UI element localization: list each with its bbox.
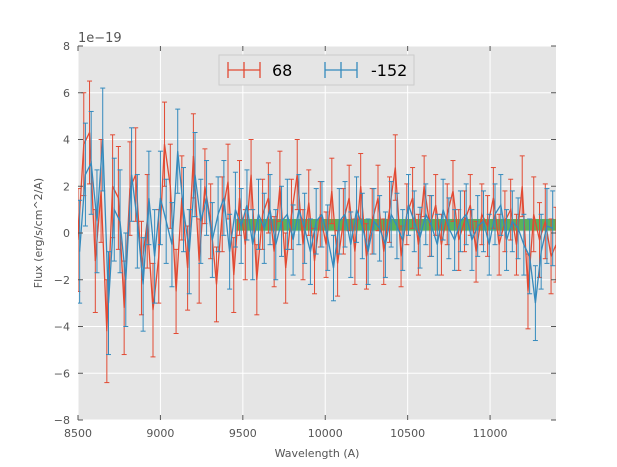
x-tick-label: 11000: [473, 427, 508, 440]
y-tick-label: 6: [63, 87, 70, 100]
x-tick-label: 9500: [229, 427, 257, 440]
y-tick-label: −4: [54, 321, 70, 334]
y-tick-label: −8: [54, 414, 70, 427]
legend-label-series-1: 68: [272, 61, 292, 80]
x-tick-label: 8500: [64, 427, 92, 440]
series-2: [78, 87, 556, 356]
x-axis-label: Wavelength (A): [275, 447, 360, 460]
y-tick-label: −6: [54, 367, 70, 380]
y-tick-label: 0: [63, 227, 70, 240]
x-tick-label: 10000: [308, 427, 343, 440]
series-line: [78, 132, 556, 332]
legend-key-series-2: [324, 62, 358, 78]
y-offset-label: 1e−19: [78, 31, 122, 46]
legend-key-series-1: [227, 62, 261, 78]
x-tick-label: 9000: [146, 427, 174, 440]
y-axis-label: Flux (erg/s/cm^2/A): [32, 178, 45, 288]
x-tick-label: 10500: [390, 427, 425, 440]
legend-label-series-2: -152: [371, 61, 407, 80]
ticks: [77, 45, 556, 421]
y-tick-label: 2: [63, 180, 70, 193]
y-tick-label: −2: [54, 274, 70, 287]
y-tick-label: 4: [63, 134, 70, 147]
y-tick-label: 8: [63, 40, 70, 53]
series-layer: [78, 80, 556, 384]
legend: 68 -152: [218, 54, 415, 86]
grid: [77, 45, 556, 421]
